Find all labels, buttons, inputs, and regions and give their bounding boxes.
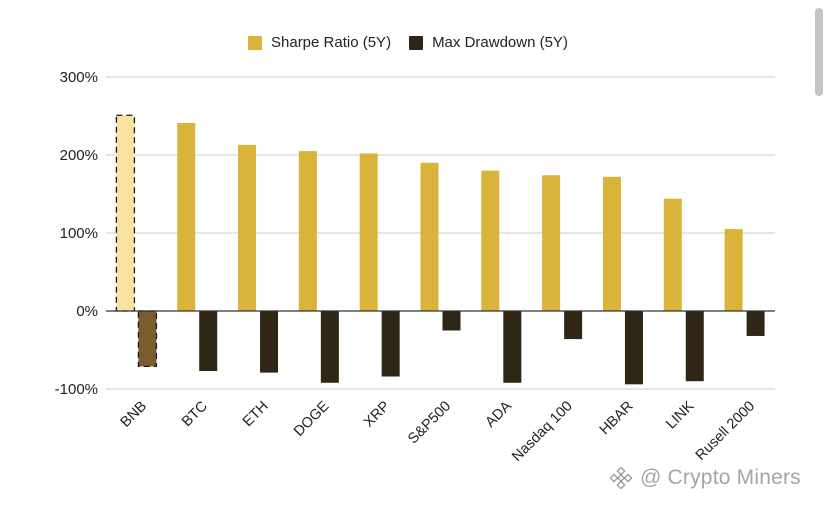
legend-label-sharpe-ratio: Sharpe Ratio (5Y) [271, 34, 392, 51]
bar-sharpe-ratio-5y-xrp[interactable] [359, 153, 378, 311]
bar-sharpe-ratio-5y-link[interactable] [663, 198, 682, 311]
x-tick-label-btc: BTC [179, 398, 211, 430]
x-tick-label-link: LINK [663, 398, 697, 432]
bar-max-drawdown-5y-hbar[interactable] [624, 311, 643, 385]
bar-max-drawdown-5y-link[interactable] [685, 311, 704, 382]
y-tick-label-100: -100% [55, 381, 98, 398]
bar-sharpe-ratio-5y-eth[interactable] [238, 144, 257, 311]
bar-sharpe-ratio-5y-sandp500[interactable] [420, 162, 439, 311]
bar-max-drawdown-5y-eth[interactable] [260, 311, 279, 373]
bar-sharpe-ratio-5y-rusell-2000[interactable] [724, 229, 743, 311]
x-tick-label-hbar: HBAR [597, 398, 637, 438]
y-axis-tick-labels: 300% 200% 100% 0% -100% [55, 69, 98, 398]
legend-item-max-drawdown[interactable]: Max Drawdown (5Y) [409, 34, 568, 51]
bar-max-drawdown-5y-ada[interactable] [503, 311, 522, 383]
bar-sharpe-ratio-5y-ada[interactable] [481, 170, 500, 311]
x-tick-label-rusell-2000: Rusell 2000 [693, 398, 758, 463]
bar-sharpe-ratio-5y-btc[interactable] [177, 123, 196, 312]
bar-sharpe-ratio-5y-bnb[interactable] [115, 114, 136, 312]
x-tick-label-bnb: BNB [118, 398, 150, 430]
bars [115, 114, 765, 385]
bar-sharpe-ratio-5y-doge[interactable] [298, 151, 317, 311]
bar-max-drawdown-5y-xrp[interactable] [381, 311, 400, 377]
binance-square-logo-icon [610, 467, 632, 489]
chart-legend: Sharpe Ratio (5Y) Max Drawdown (5Y) [248, 34, 568, 51]
bar-max-drawdown-5y-sandp500[interactable] [442, 311, 461, 331]
x-tick-label-doge: DOGE [291, 398, 333, 440]
bar-sharpe-ratio-5y-hbar[interactable] [602, 176, 621, 311]
legend-swatch-max-drawdown [409, 35, 424, 50]
bar-max-drawdown-5y-rusell-2000[interactable] [746, 311, 765, 336]
legend-swatch-sharpe-ratio [248, 35, 262, 50]
y-tick-label-0: 0% [76, 303, 98, 320]
legend-label-max-drawdown: Max Drawdown (5Y) [432, 34, 568, 51]
watermark-text: @ Crypto Miners [640, 466, 801, 489]
y-tick-label-200: 200% [60, 147, 98, 164]
y-tick-label-100: 100% [60, 225, 98, 242]
bar-sharpe-ratio-5y-nasdaq-100[interactable] [542, 175, 561, 311]
x-tick-label-eth: ETH [240, 398, 272, 430]
bar-max-drawdown-5y-bnb[interactable] [137, 310, 158, 368]
x-tick-label-nasdaq-100: Nasdaq 100 [509, 398, 576, 465]
scrollbar-thumb[interactable] [815, 8, 823, 96]
y-tick-label-300: 300% [60, 69, 98, 86]
bar-max-drawdown-5y-doge[interactable] [320, 311, 339, 383]
watermark: @ Crypto Miners [610, 466, 801, 490]
x-tick-label-xrp: XRP [361, 398, 393, 430]
x-tick-label-ada: ADA [483, 398, 516, 431]
legend-item-sharpe-ratio[interactable]: Sharpe Ratio (5Y) [248, 34, 391, 51]
bar-max-drawdown-5y-nasdaq-100[interactable] [564, 311, 583, 340]
x-tick-label-sandp500: S&P500 [405, 398, 454, 447]
grid-lines [106, 76, 775, 390]
bar-max-drawdown-5y-btc[interactable] [199, 311, 218, 372]
